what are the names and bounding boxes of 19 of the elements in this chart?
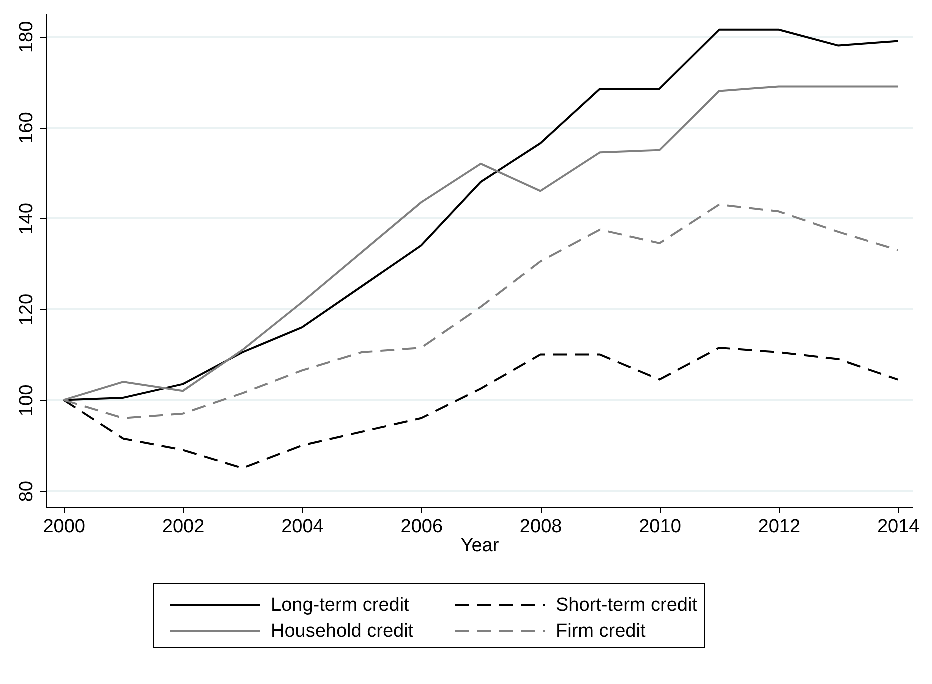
x-tick-label: 2008	[520, 516, 562, 538]
x-tick-label: 2000	[43, 516, 86, 538]
legend-label: Firm credit	[556, 621, 646, 642]
x-tick-label: 2010	[639, 516, 682, 538]
y-tick-label: 120	[16, 294, 38, 326]
x-axis-title: Year	[460, 536, 500, 556]
y-tick-label: 80	[16, 481, 38, 502]
legend-label: Short-term credit	[556, 595, 698, 616]
x-tick-label: 2004	[282, 516, 324, 538]
x-tick-label: 2014	[877, 516, 920, 538]
x-tick-label: 2006	[400, 516, 444, 538]
legend-label: Long-term credit	[271, 595, 410, 616]
y-tick-label: 100	[16, 384, 38, 417]
y-tick-label: 140	[16, 203, 38, 235]
x-tick-label: 2002	[162, 516, 205, 538]
x-tick-label: 2012	[758, 516, 801, 538]
legend-label: Household credit	[271, 621, 414, 642]
y-tick-label: 160	[16, 112, 38, 144]
y-tick-label: 180	[16, 21, 38, 54]
